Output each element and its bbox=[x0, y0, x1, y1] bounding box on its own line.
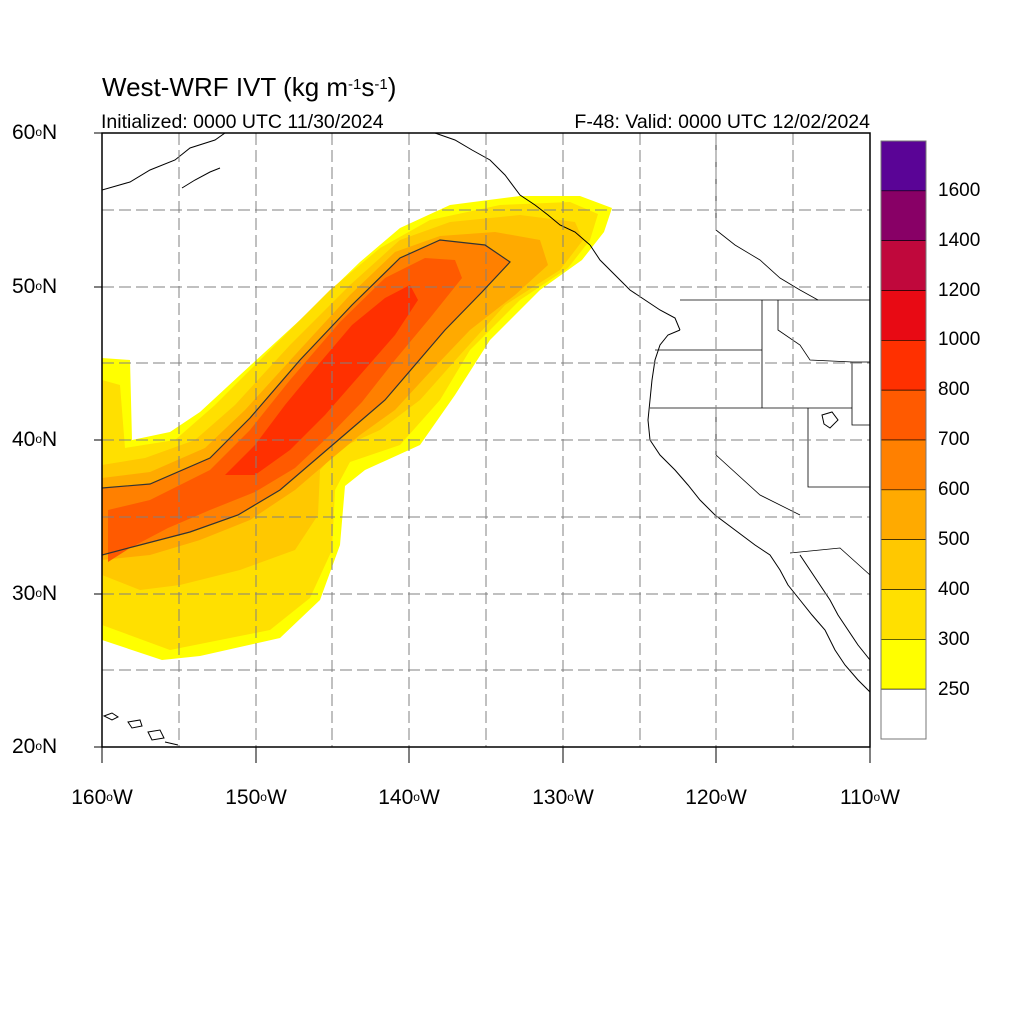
colorbar-label: 1000 bbox=[938, 329, 981, 350]
great-salt-lake bbox=[821, 411, 839, 429]
colorbar-swatch bbox=[880, 140, 927, 192]
lat-label-20n: 20oN bbox=[12, 735, 58, 758]
coastlines bbox=[102, 133, 870, 746]
axis-ticks bbox=[94, 132, 871, 763]
title-text: s bbox=[361, 72, 375, 102]
ivt-700-contour bbox=[102, 239, 511, 556]
colorbar-swatch bbox=[880, 589, 927, 640]
map-title: West-WRF IVT (kg m-1s-1) bbox=[102, 70, 396, 104]
colorbar-label: 300 bbox=[938, 629, 970, 650]
colorbar-swatch bbox=[880, 190, 927, 241]
valid-time: F-48: Valid: 0000 UTC 12/02/2024 bbox=[574, 111, 870, 133]
colorbar-swatch bbox=[880, 389, 927, 441]
colorbar-label: 700 bbox=[938, 429, 970, 450]
contour-line bbox=[102, 239, 511, 556]
colorbar-label: 250 bbox=[938, 679, 970, 700]
colorbar-swatch bbox=[880, 290, 927, 341]
alaska-coast bbox=[102, 133, 591, 246]
colorbar-swatch bbox=[880, 340, 927, 391]
hawaii-islands bbox=[102, 712, 179, 746]
lon-label-140w: 140oW bbox=[378, 786, 440, 809]
initialized-time: Initialized: 0000 UTC 11/30/2024 bbox=[101, 111, 384, 133]
us-west-coast bbox=[647, 329, 870, 693]
lat-label-40n: 40oN bbox=[12, 428, 58, 451]
lon-label-110w: 110oW bbox=[840, 786, 900, 809]
colorbar-swatch bbox=[880, 439, 927, 491]
colorbar-frame bbox=[880, 140, 927, 740]
colorbar-label: 800 bbox=[938, 379, 970, 400]
lon-label-130w: 130oW bbox=[532, 786, 594, 809]
lat-label-50n: 50oN bbox=[12, 275, 58, 298]
colorbar-label: 400 bbox=[938, 579, 970, 600]
ivt-shading bbox=[102, 196, 612, 660]
colorbar-swatch bbox=[880, 688, 927, 740]
colorbar-swatch bbox=[880, 639, 927, 690]
colorbar-swatch bbox=[880, 240, 927, 291]
title-sup: -1 bbox=[374, 76, 388, 93]
colorbar-label: 1400 bbox=[938, 230, 981, 251]
colorbar bbox=[880, 140, 927, 740]
lon-label-150w: 150oW bbox=[225, 786, 287, 809]
mexico-border bbox=[789, 547, 870, 576]
lat-lon-grid bbox=[102, 133, 870, 747]
state-borders bbox=[650, 300, 870, 516]
ivt-shade-800 bbox=[225, 285, 418, 475]
title-text: ) bbox=[387, 72, 397, 102]
lon-label-160w: 160oW bbox=[71, 786, 133, 809]
baja-gulf bbox=[799, 554, 870, 661]
lat-label-60n: 60oN bbox=[12, 121, 58, 144]
bc-coast bbox=[589, 244, 681, 331]
title-text: West-WRF IVT (kg m bbox=[102, 72, 349, 102]
colorbar-label: 600 bbox=[938, 479, 970, 500]
colorbar-swatch bbox=[880, 489, 927, 540]
colorbar-label: 1600 bbox=[938, 180, 981, 201]
colorbar-label: 1200 bbox=[938, 280, 981, 301]
title-sup: -1 bbox=[348, 76, 362, 93]
lon-label-120w: 120oW bbox=[685, 786, 747, 809]
lat-label-30n: 30oN bbox=[12, 582, 58, 605]
colorbar-label: 500 bbox=[938, 529, 970, 550]
colorbar-swatch bbox=[880, 539, 927, 590]
